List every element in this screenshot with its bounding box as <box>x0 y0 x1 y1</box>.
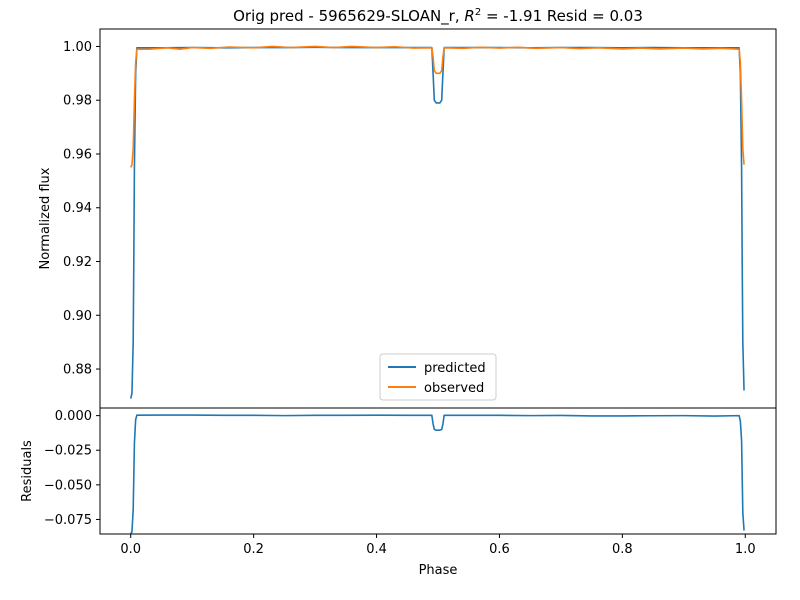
top-plot-area <box>129 45 745 399</box>
series-line-residuals <box>130 414 745 534</box>
x-axis-label: Phase <box>419 563 458 578</box>
series-line-predicted <box>129 46 745 399</box>
x-tick-label: 0.8 <box>612 542 633 557</box>
y-tick-label: 0.96 <box>63 147 92 162</box>
y-tick-label: −0.075 <box>44 513 92 528</box>
x-ticks: 0.0 0.2 0.4 0.6 0.8 1.0 <box>120 534 756 557</box>
x-tick-label: 0.4 <box>366 542 387 557</box>
chart-title: Orig pred - 5965629-SLOAN_r, R2 = -1.91 … <box>233 7 643 26</box>
legend-label-observed: observed <box>424 381 484 396</box>
y-tick-label: 0.88 <box>63 363 92 378</box>
bottom-plot-area <box>130 414 745 534</box>
bottom-axes-frame <box>99 407 777 535</box>
series-line-observed <box>130 45 745 168</box>
x-tick-label: 1.0 <box>735 542 756 557</box>
y-tick-label: 0.94 <box>63 201 92 216</box>
y-tick-label: 0.92 <box>63 255 92 270</box>
bottom-y-ticks: 0.000 −0.025 −0.050 −0.075 <box>44 409 100 528</box>
legend: predicted observed <box>379 353 497 401</box>
x-tick-label: 0.6 <box>489 542 510 557</box>
y-tick-label: 0.90 <box>63 309 92 324</box>
top-y-axis-label: Normalized flux <box>38 167 53 269</box>
y-tick-label: −0.025 <box>44 444 92 459</box>
bottom-y-axis-label: Residuals <box>20 440 35 502</box>
bottom-panel: 0.000 −0.025 −0.050 −0.075 0.0 0.2 0.4 0.6 0.8 1… <box>20 407 777 578</box>
legend-frame <box>379 353 497 401</box>
legend-label-predicted: predicted <box>424 361 486 376</box>
y-tick-label: 0.98 <box>63 94 92 109</box>
y-tick-label: −0.050 <box>44 478 92 493</box>
x-tick-label: 0.2 <box>243 542 264 557</box>
top-y-ticks: 0.88 0.90 0.92 0.94 0.96 0.98 1.00 <box>63 40 100 378</box>
x-tick-label: 0.0 <box>120 542 141 557</box>
top-panel: 0.88 0.90 0.92 0.94 0.96 0.98 1.00 Normalized … <box>38 28 777 409</box>
y-tick-label: 1.00 <box>63 40 92 55</box>
y-tick-label: 0.000 <box>55 409 92 424</box>
